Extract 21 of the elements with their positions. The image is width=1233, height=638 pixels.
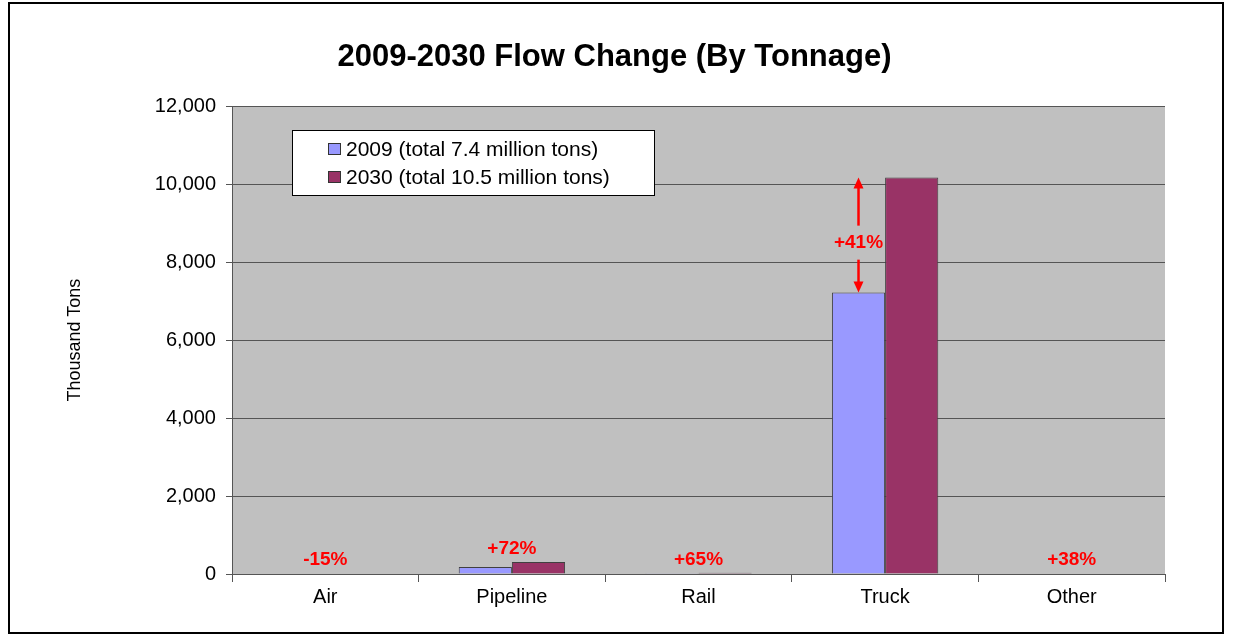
x-tick-label: Other <box>1046 584 1098 607</box>
legend-label: 2030 (total 10.5 million tons) <box>346 165 610 190</box>
x-tick-label: Truck <box>860 584 911 607</box>
y-tick-label: 4,000 <box>165 405 216 428</box>
annotation: +41% <box>833 230 884 252</box>
legend-label: 2009 (total 7.4 million tons) <box>346 137 599 162</box>
y-tick-label: 8,000 <box>165 249 216 272</box>
annotation: +65% <box>673 547 724 569</box>
y-tick-label: 10,000 <box>154 171 216 194</box>
chart-title: 2009-2030 Flow Change (By Tonnage) <box>337 38 892 74</box>
annotation: -15% <box>303 548 348 570</box>
y-tick-label: 6,000 <box>165 327 216 350</box>
x-tick-label: Air <box>313 584 338 607</box>
annotation: +38% <box>1047 548 1097 570</box>
x-tick-label: Rail <box>681 584 716 607</box>
y-tick-label: 0 <box>204 561 216 584</box>
y-axis-title: Thousand Tons <box>63 278 84 402</box>
annotation: +72% <box>487 536 537 558</box>
x-tick-label: Pipeline <box>476 584 548 607</box>
y-tick-label: 12,000 <box>154 93 216 116</box>
y-tick-label: 2,000 <box>165 483 216 506</box>
